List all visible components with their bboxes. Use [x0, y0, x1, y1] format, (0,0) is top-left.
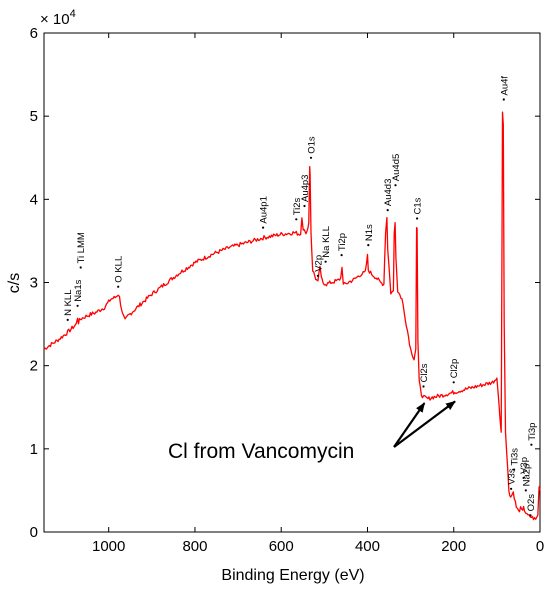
x-tick-label: 600 — [269, 538, 294, 555]
peak-marker — [522, 476, 525, 479]
peak-label-text: O1s — [307, 136, 318, 154]
peak-marker — [502, 98, 505, 101]
peak-label-text: Ti LMM — [76, 232, 87, 263]
peak-label-text: Ti2s — [292, 197, 303, 215]
peak-label-text: Na KLL — [321, 226, 332, 258]
peak-label: Ti3s — [510, 448, 521, 471]
peak-label-text: V3p — [519, 457, 530, 474]
peak-marker — [422, 385, 425, 388]
y-multiplier-exponent: 4 — [70, 8, 76, 20]
y-tick-label: 0 — [30, 524, 38, 541]
peak-label-text: Au4f — [499, 76, 510, 96]
peak-marker — [530, 443, 533, 446]
peak-marker — [386, 209, 389, 212]
peak-label: Au4p3 — [300, 175, 311, 208]
peak-label-text: N1s — [364, 224, 375, 241]
peak-label-text: N KLL — [63, 289, 74, 315]
peak-label: Au4d3 — [383, 179, 394, 212]
annotation-arrow — [393, 400, 456, 448]
peak-label-text: Au4p3 — [300, 175, 311, 202]
peak-label-text: Au4d3 — [383, 179, 394, 206]
peak-label-text: Na2p — [521, 464, 532, 487]
peak-label: Cl2p — [449, 359, 460, 384]
peak-label-text: Cl2s — [419, 363, 430, 382]
peak-label-text: O2s — [526, 494, 537, 512]
peak-marker — [416, 217, 419, 220]
annotation-text: Cl from Vancomycin — [168, 440, 354, 463]
peak-marker — [309, 156, 313, 159]
peak-marker — [340, 254, 343, 257]
peak-label-text: Ti3p — [527, 423, 538, 441]
peak-marker — [79, 266, 82, 269]
peak-marker — [324, 260, 327, 263]
peak-label: Ti3p — [527, 423, 538, 446]
peak-label: Ti2s — [292, 197, 303, 221]
y-tick-label: 6 — [30, 25, 38, 42]
peak-marker — [367, 244, 370, 247]
y-axis-title: c/s — [6, 273, 23, 293]
y-tick-label: 2 — [30, 358, 38, 375]
peak-marker — [529, 514, 532, 517]
y-multiplier-base: × 10 — [40, 11, 70, 28]
peak-marker — [76, 304, 79, 307]
peak-label-text: C1s — [413, 197, 424, 214]
peak-label: Cl2s — [419, 363, 430, 388]
peak-label: Na KLL — [321, 226, 332, 263]
y-tick-label: 1 — [30, 441, 38, 458]
peak-label: Na1s — [73, 279, 84, 307]
peak-marker — [316, 274, 319, 277]
x-tick-label: 800 — [182, 538, 207, 555]
peak-label: Au4p1 — [259, 196, 270, 229]
peak-label-text: Au4p1 — [259, 196, 270, 223]
peak-label: Au4d5 — [391, 154, 402, 187]
y-tick-label: 5 — [30, 108, 38, 125]
peak-marker — [117, 285, 120, 288]
peak-marker — [262, 226, 265, 229]
peak-label: V3p — [519, 457, 530, 479]
peak-label: C1s — [413, 197, 424, 220]
spectrum-line — [43, 111, 541, 521]
peak-label-text: Cl2p — [449, 359, 460, 379]
peak-label-text: Ti2p — [337, 233, 348, 251]
peak-label: O2s — [526, 494, 537, 517]
peak-label: Ti2p — [337, 233, 348, 257]
peak-label-text: O KLL — [114, 256, 125, 283]
y-multiplier-label: × 104 — [40, 8, 76, 28]
y-tick-label: 3 — [30, 275, 38, 292]
peak-label: Ti LMM — [76, 232, 87, 269]
peak-marker — [303, 204, 306, 208]
peak-label: O KLL — [114, 256, 125, 288]
peak-label-text: Na1s — [73, 279, 84, 301]
x-tick-label: 200 — [441, 538, 466, 555]
annotation-arrow — [393, 402, 426, 448]
x-axis-title: Binding Energy (eV) — [221, 567, 364, 584]
peak-label: O1s — [307, 136, 318, 159]
peak-marker — [510, 487, 513, 490]
peak-label: N KLL — [63, 289, 74, 321]
peak-marker — [524, 489, 527, 492]
peak-label: Na2p — [521, 464, 532, 492]
peak-label-text: V3s — [507, 468, 518, 485]
x-tick-label: 1000 — [92, 538, 125, 555]
peak-label-text: V2p — [313, 255, 324, 272]
peak-label-text: Ti3s — [510, 448, 521, 466]
peak-marker — [394, 184, 397, 187]
peak-label: V3s — [507, 468, 518, 490]
x-tick-label: 0 — [536, 538, 544, 555]
peak-marker — [452, 381, 455, 384]
peak-label: N1s — [364, 224, 375, 247]
y-tick-label: 4 — [30, 191, 38, 208]
peak-marker — [66, 318, 69, 321]
peak-label: V2p — [313, 255, 324, 277]
peak-label: Au4f — [499, 76, 510, 101]
peak-marker — [512, 468, 516, 471]
peak-marker — [295, 218, 298, 221]
x-tick-label: 400 — [355, 538, 380, 555]
peak-label-text: Au4d5 — [391, 154, 402, 181]
